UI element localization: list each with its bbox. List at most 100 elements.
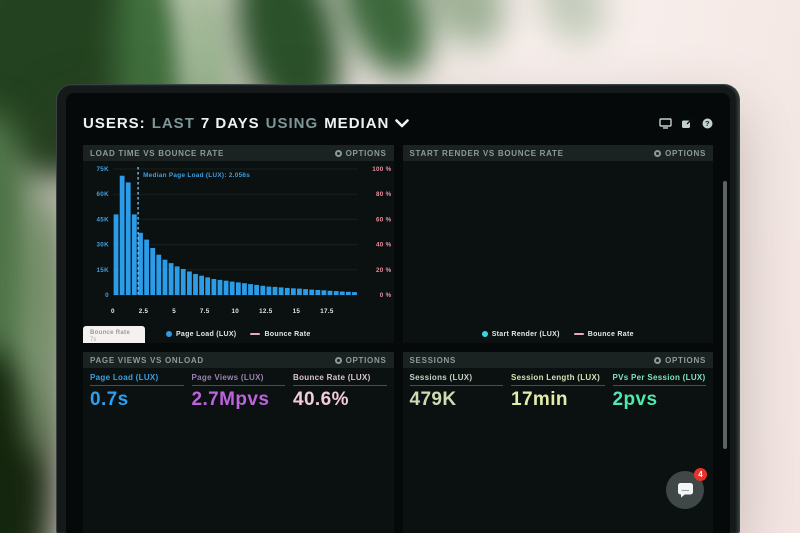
panel-page-views: PAGE VIEWS VS ONLOAD OPTIONS Page Load (… bbox=[83, 352, 394, 533]
metric-pvs-per-session: PVs Per Session (LUX) 2pvs bbox=[612, 373, 706, 411]
options-button[interactable]: OPTIONS bbox=[334, 355, 387, 365]
panel-title: LOAD TIME VS BOUNCE RATE bbox=[90, 148, 224, 158]
panel-start-render: START RENDER VS BOUNCE RATE OPTIONS bbox=[402, 145, 714, 343]
header-using: USING bbox=[265, 114, 319, 132]
svg-text:17.5: 17.5 bbox=[320, 308, 334, 315]
svg-text:5: 5 bbox=[172, 308, 176, 315]
gear-icon bbox=[654, 356, 662, 364]
export-icon[interactable] bbox=[681, 118, 693, 129]
svg-text:0 %: 0 % bbox=[380, 292, 392, 299]
svg-text:60K: 60K bbox=[97, 191, 110, 198]
laptop: USERS: LAST 7 DAYS USING MEDIAN ? bbox=[56, 84, 740, 533]
chat-widget-button[interactable]: 4 bbox=[666, 468, 707, 509]
svg-text:40 %: 40 % bbox=[376, 242, 392, 249]
svg-text:7.5: 7.5 bbox=[200, 308, 210, 315]
svg-text:0: 0 bbox=[105, 292, 109, 299]
metric-label: Page Load (LUX) bbox=[90, 373, 184, 386]
svg-text:2.5: 2.5 bbox=[139, 308, 149, 315]
options-label: OPTIONS bbox=[665, 355, 706, 365]
legend-dot bbox=[481, 331, 488, 337]
monitor-icon[interactable] bbox=[659, 117, 672, 129]
legend-item: Page Load (LUX) bbox=[165, 330, 237, 338]
header-last: LAST bbox=[151, 114, 195, 132]
legend-label: Bounce Rate bbox=[264, 330, 311, 338]
chevron-down-icon bbox=[395, 118, 410, 127]
panel-title: START RENDER VS BOUNCE RATE bbox=[409, 148, 564, 158]
options-button[interactable]: OPTIONS bbox=[654, 149, 706, 158]
metric-session-length: Session Length (LUX) 17min bbox=[511, 373, 605, 411]
svg-text:15: 15 bbox=[293, 308, 301, 315]
legend-item: Start Render (LUX) bbox=[481, 330, 560, 338]
options-button[interactable]: OPTIONS bbox=[334, 148, 387, 158]
metric-label: PVs Per Session (LUX) bbox=[612, 373, 706, 386]
metric-value: 479K bbox=[409, 389, 457, 410]
plant-leaf bbox=[527, 0, 617, 53]
gear-icon bbox=[334, 149, 342, 157]
chat-bubble-icon bbox=[677, 483, 693, 498]
help-icon[interactable]: ? bbox=[702, 118, 713, 129]
panel-load-time-header: LOAD TIME VS BOUNCE RATE OPTIONS bbox=[83, 145, 394, 161]
options-button[interactable]: OPTIONS bbox=[654, 356, 706, 365]
header-users: USERS: bbox=[83, 114, 146, 132]
sessions-metrics: Sessions (LUX) 479K Session Length (LUX)… bbox=[403, 368, 714, 411]
panel-sessions: SESSIONS OPTIONS Sessions (LUX) 479K bbox=[402, 352, 714, 533]
svg-text:10: 10 bbox=[231, 308, 239, 315]
dashboard-screen: USERS: LAST 7 DAYS USING MEDIAN ? bbox=[66, 93, 730, 533]
svg-text:100 %: 100 % bbox=[372, 166, 391, 173]
legend-label: Page Load (LUX) bbox=[175, 330, 237, 338]
start-render-chart-wrap bbox=[403, 161, 714, 326]
dashboard-header: USERS: LAST 7 DAYS USING MEDIAN ? bbox=[83, 113, 713, 133]
options-label: OPTIONS bbox=[345, 148, 387, 158]
scrollbar[interactable] bbox=[723, 181, 727, 449]
panel-load-time: LOAD TIME VS BOUNCE RATE OPTIONS 75K 100 … bbox=[83, 145, 394, 343]
users-filter-dropdown[interactable]: USERS: LAST 7 DAYS USING MEDIAN bbox=[83, 114, 410, 132]
panels-grid: LOAD TIME VS BOUNCE RATE OPTIONS 75K 100 … bbox=[83, 145, 713, 533]
metric-label: Page Views (LUX) bbox=[191, 373, 285, 386]
svg-text:80 %: 80 % bbox=[376, 191, 392, 198]
legend-line bbox=[250, 333, 261, 335]
legend-dot bbox=[165, 331, 172, 337]
panel-start-render-header: START RENDER VS BOUNCE RATE OPTIONS bbox=[402, 145, 713, 161]
svg-text:60 %: 60 % bbox=[376, 216, 392, 223]
svg-text:12.5: 12.5 bbox=[259, 308, 273, 315]
load-time-chart: 75K 100 % 60K 80 % 45K 60 % 30K 40 % 15K 20 % 0 0 %… bbox=[97, 166, 392, 315]
metric-value: 2.7Mpvs bbox=[191, 389, 270, 410]
metric-label: Bounce Rate (LUX) bbox=[293, 373, 387, 386]
header-days: 7 DAYS bbox=[200, 114, 260, 132]
svg-text:Median Page Load (LUX): 2.056s: Median Page Load (LUX): 2.056s bbox=[143, 172, 250, 179]
page-views-chart bbox=[83, 411, 394, 533]
load-time-legend: Page Load (LUX) Bounce Rate bbox=[83, 326, 394, 342]
panel-sessions-header: SESSIONS OPTIONS bbox=[402, 352, 713, 368]
load-time-chart-wrap: 75K 100 % 60K 80 % 45K 60 % 30K 40 % 15K 20 % 0 0 %… bbox=[83, 161, 394, 343]
legend-label: Start Render (LUX) bbox=[491, 330, 560, 338]
gear-icon bbox=[334, 356, 342, 364]
metric-bounce-rate: Bounce Rate (LUX) 40.6% bbox=[293, 373, 387, 411]
start-render-chart bbox=[403, 161, 714, 321]
metric-label: Sessions (LUX) bbox=[409, 373, 503, 386]
metric-page-load: Page Load (LUX) 0.7s bbox=[90, 373, 184, 411]
legend-item: Bounce Rate bbox=[573, 331, 634, 338]
options-label: OPTIONS bbox=[345, 355, 387, 365]
tooltip-title: Bounce Rate bbox=[90, 330, 130, 336]
bounce-rate-tooltip: Bounce Rate 7s 57.1% bbox=[83, 326, 145, 343]
legend-item: Bounce Rate bbox=[250, 331, 310, 338]
header-median: MEDIAN bbox=[324, 114, 390, 132]
legend-line bbox=[573, 333, 584, 335]
metric-value: 2pvs bbox=[612, 389, 658, 410]
svg-text:45K: 45K bbox=[97, 216, 110, 223]
options-label: OPTIONS bbox=[665, 148, 706, 158]
metric-value: 0.7s bbox=[90, 389, 129, 410]
notification-badge: 4 bbox=[694, 468, 707, 481]
svg-text:30K: 30K bbox=[97, 242, 110, 249]
metric-sessions: Sessions (LUX) 479K bbox=[409, 373, 503, 411]
tooltip-sub: 7s bbox=[90, 337, 97, 343]
panel-title: SESSIONS bbox=[409, 355, 457, 365]
svg-text:75K: 75K bbox=[97, 166, 110, 173]
gear-icon bbox=[654, 149, 662, 157]
panel-title: PAGE VIEWS VS ONLOAD bbox=[90, 355, 204, 365]
metric-value: 17min bbox=[511, 389, 568, 410]
panel-page-views-header: PAGE VIEWS VS ONLOAD OPTIONS bbox=[83, 352, 394, 368]
sessions-chart bbox=[403, 411, 714, 533]
metric-label: Session Length (LUX) bbox=[511, 373, 605, 386]
